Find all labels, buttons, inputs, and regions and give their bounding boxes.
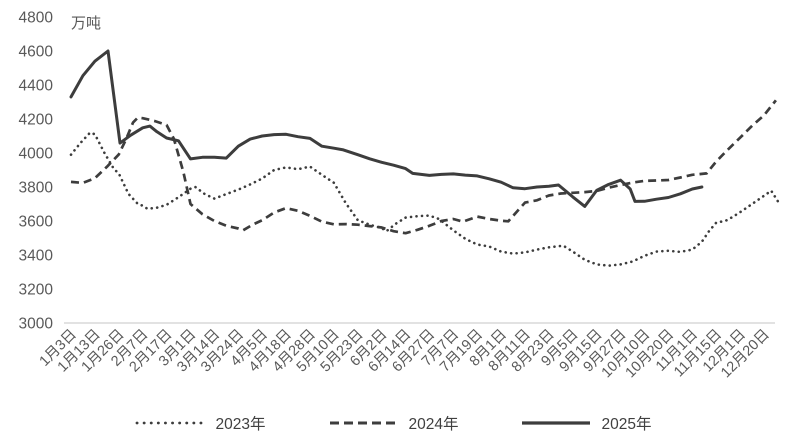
legend-label-2023: 2023年 <box>215 416 266 433</box>
series-line-0 <box>69 131 780 268</box>
y-axis-unit-label: 万吨 <box>71 15 102 32</box>
legend-line-sample-solid <box>522 421 591 425</box>
legend-line-sample-dashed <box>329 421 398 425</box>
legend-item-2024: 2024年 <box>328 412 459 434</box>
y-axis-tick-label: 3400 <box>19 248 54 265</box>
legend-item-2025: 2025年 <box>520 412 651 434</box>
series-line-2 <box>69 49 704 208</box>
legend-label-2025: 2025年 <box>601 416 652 433</box>
y-axis-tick-label: 4000 <box>19 146 54 163</box>
legend-item-2023: 2023年 <box>135 412 266 434</box>
y-axis-tick-label: 3800 <box>19 180 54 197</box>
y-axis-tick-label: 3000 <box>19 316 54 333</box>
y-axis-tick-label: 4200 <box>19 112 54 129</box>
y-axis-tick-label: 3600 <box>19 214 54 231</box>
legend-line-sample-dotted <box>135 421 206 425</box>
y-axis-tick-label: 4400 <box>19 78 54 95</box>
y-axis-tick-label: 4600 <box>19 44 54 61</box>
series-line-1 <box>70 99 777 235</box>
legend-label-2024: 2024年 <box>408 416 459 433</box>
y-axis-tick-label: 4800 <box>19 10 54 27</box>
y-axis-tick-label: 3200 <box>19 282 54 299</box>
chart-legend: 2023年 2024年 2025年 <box>0 412 786 434</box>
